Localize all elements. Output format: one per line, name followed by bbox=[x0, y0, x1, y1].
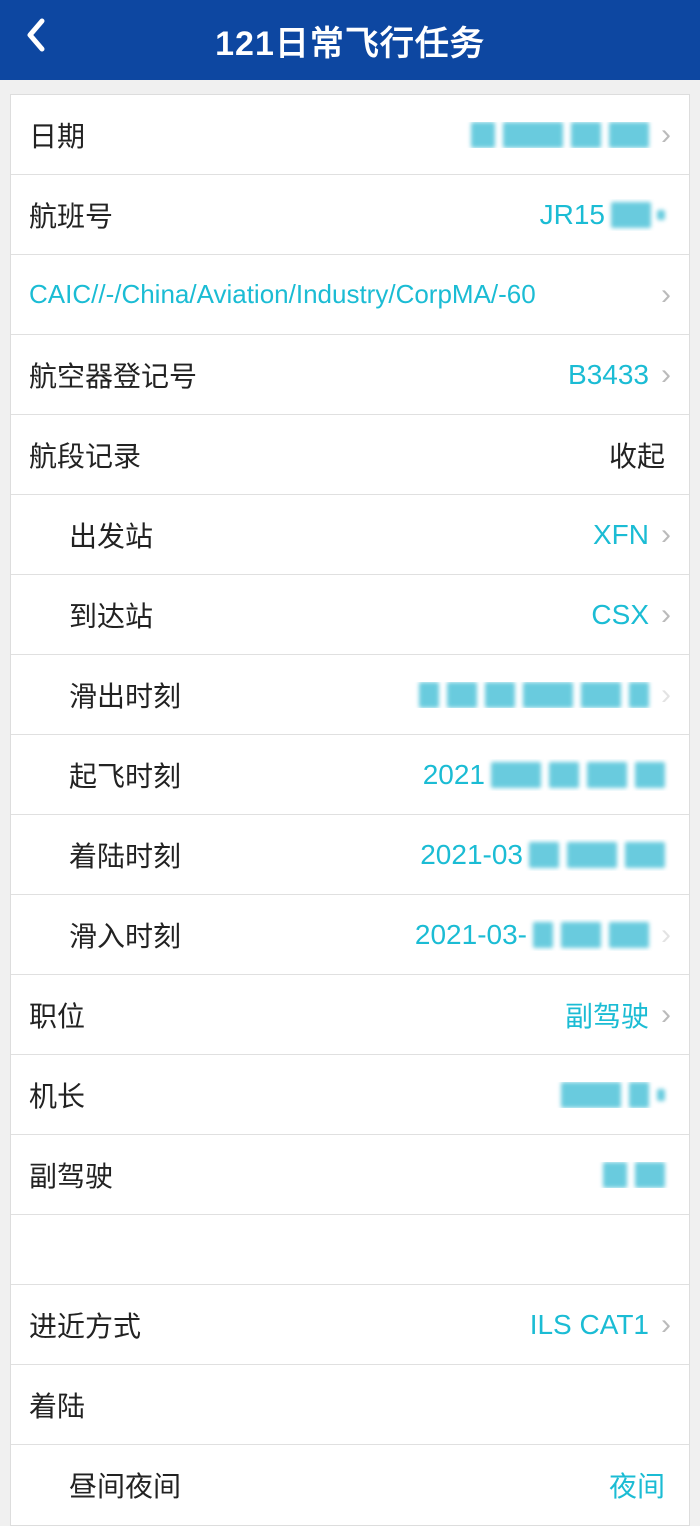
label-captain: 机长 bbox=[29, 1075, 85, 1115]
row-date[interactable]: 日期 › bbox=[11, 95, 689, 175]
label-segment-record: 航段记录 bbox=[29, 435, 141, 475]
redacted-icon bbox=[533, 922, 649, 948]
label-arrival: 到达站 bbox=[29, 595, 153, 635]
label-landing-section: 着陆 bbox=[29, 1385, 85, 1425]
label-approach: 进近方式 bbox=[29, 1305, 141, 1345]
value-registration: B3433 bbox=[197, 359, 655, 391]
redacted-icon bbox=[419, 682, 649, 708]
label-day-night: 昼间夜间 bbox=[29, 1465, 181, 1505]
value-flight-number: JR15 bbox=[113, 199, 671, 231]
label-landing-time: 着陆时刻 bbox=[29, 835, 181, 875]
flight-task-form: 日期 › 航班号 JR15 CAIC//-/China/Aviation/Ind… bbox=[10, 94, 690, 1526]
row-copilot[interactable]: 副驾驶 bbox=[11, 1135, 689, 1215]
redacted-icon bbox=[471, 122, 649, 148]
label-departure: 出发站 bbox=[29, 515, 153, 555]
chevron-right-icon: › bbox=[661, 678, 671, 712]
page-title: 121日常飞行任务 bbox=[0, 16, 700, 65]
redacted-icon bbox=[561, 1082, 665, 1108]
value-taxi-out bbox=[181, 682, 655, 708]
label-taxi-out: 滑出时刻 bbox=[29, 675, 181, 715]
redacted-icon bbox=[657, 210, 665, 220]
chevron-right-icon: › bbox=[661, 918, 671, 952]
row-landing-section: 着陆 bbox=[11, 1365, 689, 1445]
label-takeoff: 起飞时刻 bbox=[29, 755, 181, 795]
row-registration[interactable]: 航空器登记号 B3433 › bbox=[11, 335, 689, 415]
redacted-icon bbox=[529, 842, 665, 868]
label-registration: 航空器登记号 bbox=[29, 355, 197, 395]
label-flight-number: 航班号 bbox=[29, 195, 113, 235]
row-taxi-out[interactable]: 滑出时刻 › bbox=[11, 655, 689, 735]
label-position: 职位 bbox=[29, 995, 85, 1035]
redacted-icon bbox=[611, 202, 651, 228]
row-flight-number[interactable]: 航班号 JR15 bbox=[11, 175, 689, 255]
app-header: 121日常飞行任务 bbox=[0, 0, 700, 80]
value-position: 副驾驶 bbox=[85, 995, 655, 1035]
row-aircraft-type[interactable]: CAIC//-/China/Aviation/Industry/CorpMA/-… bbox=[11, 255, 689, 335]
value-departure: XFN bbox=[153, 519, 655, 551]
chevron-right-icon: › bbox=[661, 598, 671, 632]
value-landing-time: 2021-03 bbox=[181, 839, 671, 871]
value-captain bbox=[85, 1082, 671, 1108]
chevron-right-icon: › bbox=[661, 358, 671, 392]
row-position[interactable]: 职位 副驾驶 › bbox=[11, 975, 689, 1055]
row-day-night[interactable]: 昼间夜间 夜间 bbox=[11, 1445, 689, 1525]
value-taxi-in: 2021-03- bbox=[181, 919, 655, 951]
row-approach[interactable]: 进近方式 ILS CAT1 › bbox=[11, 1285, 689, 1365]
row-departure[interactable]: 出发站 XFN › bbox=[11, 495, 689, 575]
value-approach: ILS CAT1 bbox=[141, 1309, 655, 1341]
chevron-right-icon: › bbox=[661, 1308, 671, 1342]
row-segment-record[interactable]: 航段记录 收起 bbox=[11, 415, 689, 495]
row-landing-time[interactable]: 着陆时刻 2021-03 bbox=[11, 815, 689, 895]
value-arrival: CSX bbox=[153, 599, 655, 631]
chevron-right-icon: › bbox=[661, 278, 671, 312]
label-copilot: 副驾驶 bbox=[29, 1155, 113, 1195]
redacted-icon bbox=[491, 762, 665, 788]
value-day-night: 夜间 bbox=[181, 1465, 671, 1505]
label-taxi-in: 滑入时刻 bbox=[29, 915, 181, 955]
action-collapse: 收起 bbox=[141, 435, 671, 475]
row-captain[interactable]: 机长 bbox=[11, 1055, 689, 1135]
value-takeoff: 2021 bbox=[181, 759, 671, 791]
back-button[interactable] bbox=[24, 17, 46, 63]
chevron-right-icon: › bbox=[661, 518, 671, 552]
chevron-left-icon bbox=[24, 17, 46, 53]
row-takeoff[interactable]: 起飞时刻 2021 bbox=[11, 735, 689, 815]
value-copilot bbox=[113, 1162, 671, 1188]
value-aircraft-type: CAIC//-/China/Aviation/Industry/CorpMA/-… bbox=[29, 279, 655, 310]
spacer bbox=[11, 1215, 689, 1285]
redacted-icon bbox=[603, 1162, 665, 1188]
row-arrival[interactable]: 到达站 CSX › bbox=[11, 575, 689, 655]
label-date: 日期 bbox=[29, 115, 85, 155]
chevron-right-icon: › bbox=[661, 998, 671, 1032]
chevron-right-icon: › bbox=[661, 118, 671, 152]
row-taxi-in[interactable]: 滑入时刻 2021-03- › bbox=[11, 895, 689, 975]
value-date bbox=[85, 122, 655, 148]
